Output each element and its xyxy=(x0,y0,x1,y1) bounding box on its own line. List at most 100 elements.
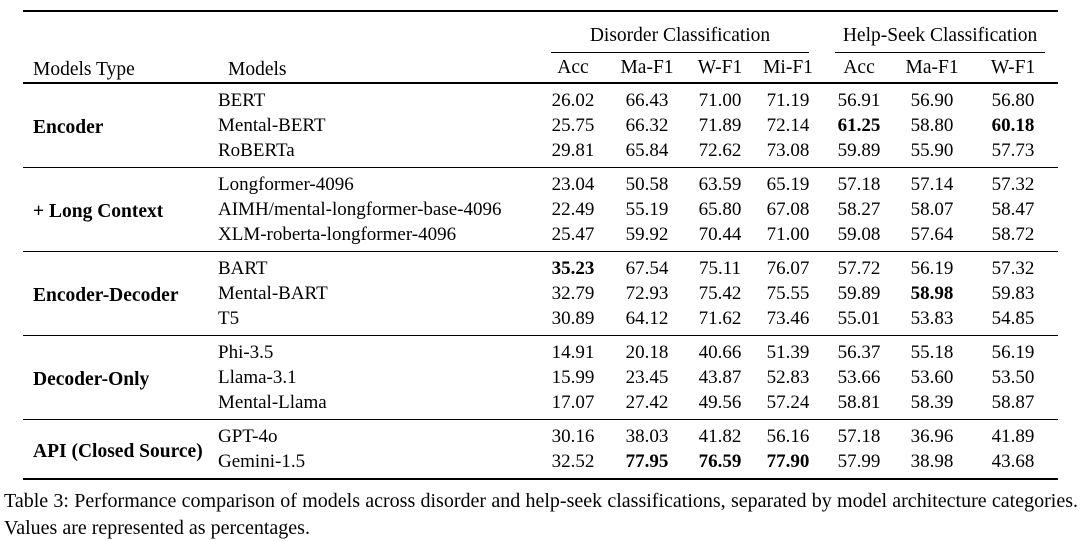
disorder-classification-label: Disorder Classification xyxy=(551,24,810,53)
metric-value: 55.19 xyxy=(625,199,669,220)
table-row: T5 30.89 64.12 71.62 73.46 55.01 53.83 54.85 xyxy=(23,306,1058,336)
model-group: Encoder BERT 26.02 66.43 71.00 71.19 56.91 56.9… xyxy=(23,83,1058,168)
metric-value: 58.39 xyxy=(910,392,954,413)
metric-value: 71.89 xyxy=(698,115,742,136)
metric-value: 29.81 xyxy=(551,140,595,161)
model-group: API (Closed Source) GPT-4o 30.16 38.03 41.82… xyxy=(23,419,1059,480)
model-group: Encoder-Decoder BART 35.23 67.54 75.11 76.07 5… xyxy=(23,251,1059,336)
metric-value: 57.64 xyxy=(910,224,954,245)
metric-value: 71.62 xyxy=(698,308,742,329)
model-name: BERT xyxy=(218,90,266,111)
subheader-helpseek-acc: Acc xyxy=(843,57,875,78)
group-label: + Long Context xyxy=(33,201,164,222)
metric-value: 23.45 xyxy=(625,367,669,388)
metric-value: 53.60 xyxy=(910,367,954,388)
metric-value: 57.72 xyxy=(837,258,881,279)
metric-value: 51.39 xyxy=(766,342,810,363)
header-models-type: Models Type xyxy=(33,59,135,80)
subheader-disorder-w-f1: W-F1 xyxy=(697,57,743,78)
metric-value: 55.90 xyxy=(910,140,954,161)
model-name: Gemini-1.5 xyxy=(218,451,306,472)
metric-value: 58.47 xyxy=(991,199,1035,220)
metric-value: 38.03 xyxy=(625,426,669,447)
metric-value: 57.73 xyxy=(991,140,1035,161)
metric-value: 75.11 xyxy=(698,258,742,279)
metric-value: 70.44 xyxy=(698,224,742,245)
metric-value: 14.91 xyxy=(551,342,595,363)
metric-value: 71.19 xyxy=(766,90,810,111)
metric-value: 56.90 xyxy=(910,90,954,111)
header-disorder-classification: Disorder Classification xyxy=(538,11,822,53)
metric-value: 59.08 xyxy=(837,224,881,245)
metric-value: 61.25 xyxy=(837,115,881,136)
metric-value: 41.89 xyxy=(991,426,1035,447)
metric-value: 64.12 xyxy=(625,308,669,329)
group-label: Encoder-Decoder xyxy=(33,285,179,306)
metric-value: 49.56 xyxy=(698,392,742,413)
metric-value: 67.08 xyxy=(766,199,810,220)
metric-value: 75.55 xyxy=(766,283,810,304)
metric-value: 65.84 xyxy=(625,140,669,161)
metric-value: 57.32 xyxy=(991,174,1035,195)
metric-value: 17.07 xyxy=(551,392,595,413)
metric-value: 54.85 xyxy=(991,308,1035,329)
metric-value: 53.66 xyxy=(837,367,881,388)
metric-value: 73.08 xyxy=(766,140,810,161)
table-row: + Long Context Longformer-4096 23.04 50.58 6… xyxy=(23,168,1058,222)
metric-value: 52.83 xyxy=(766,367,810,388)
metric-value: 59.89 xyxy=(837,283,881,304)
metric-value: 58.80 xyxy=(910,115,954,136)
model-name: BART xyxy=(218,258,268,279)
model-group: + Long Context Longformer-4096 23.04 50.58 6… xyxy=(23,167,1059,252)
subheader-disorder-acc: Acc xyxy=(557,57,589,78)
metric-value: 72.14 xyxy=(766,115,810,136)
model-name: T5 xyxy=(218,308,240,329)
metric-value: 56.37 xyxy=(837,342,881,363)
model-name: Mental-Llama xyxy=(218,392,327,413)
metric-value: 35.23 xyxy=(551,258,595,279)
metric-value: 30.16 xyxy=(551,426,595,447)
metric-value: 20.18 xyxy=(625,342,669,363)
metric-value: 15.99 xyxy=(551,367,595,388)
metric-value: 53.83 xyxy=(910,308,954,329)
metric-value: 77.95 xyxy=(625,451,669,472)
metric-value: 67.54 xyxy=(625,258,669,279)
model-name: GPT-4o xyxy=(218,426,278,447)
table-row: Decoder-Only Phi-3.5 14.91 20.18 40.66 51.39 5… xyxy=(23,336,1058,390)
metric-value: 32.52 xyxy=(551,451,595,472)
table-row: Encoder-Decoder BART 35.23 67.54 75.11 76.07 5… xyxy=(23,252,1058,306)
metric-value: 58.27 xyxy=(837,199,881,220)
metric-value: 59.83 xyxy=(991,283,1035,304)
metric-value: 58.07 xyxy=(910,199,954,220)
table-row: XLM-roberta-longformer-4096 25.47 59.92 70.… xyxy=(23,222,1058,252)
table-row: API (Closed Source) GPT-4o 30.16 38.03 41.82… xyxy=(23,420,1058,462)
metric-value: 73.46 xyxy=(766,308,810,329)
metric-value: 23.04 xyxy=(551,174,595,195)
metric-value: 32.79 xyxy=(551,283,595,304)
metric-value: 43.87 xyxy=(698,367,742,388)
group-label: Encoder xyxy=(33,117,104,138)
table-row: RoBERTa 29.81 65.84 72.62 73.08 59.89 55.90 57.… xyxy=(23,138,1058,168)
model-name: RoBERTa xyxy=(218,140,295,161)
metric-value: 56.19 xyxy=(991,342,1035,363)
model-name: Mental-BERT xyxy=(218,115,326,136)
metric-value: 30.89 xyxy=(551,308,595,329)
metric-value: 58.87 xyxy=(991,392,1035,413)
metric-value: 57.14 xyxy=(910,174,954,195)
header-models: Models xyxy=(228,59,287,80)
metric-value: 25.75 xyxy=(551,115,595,136)
metric-value: 77.90 xyxy=(766,451,810,472)
model-name: XLM-roberta-longformer-4096 xyxy=(218,224,457,245)
model-name: Mental-BART xyxy=(218,283,328,304)
metric-value: 58.81 xyxy=(837,392,881,413)
table-row: AIMH/mental-longformer-base-4096 22.49 55.… xyxy=(23,197,1058,222)
table-row: Mental-BERT 25.75 66.32 71.89 72.14 61.25 58.8… xyxy=(23,113,1058,138)
metric-value: 59.89 xyxy=(837,140,881,161)
metric-value: 65.19 xyxy=(766,174,810,195)
metric-value: 55.01 xyxy=(837,308,881,329)
group-label: Decoder-Only xyxy=(33,369,150,390)
table-row: Encoder BERT 26.02 66.43 71.00 71.19 56.91 56.9… xyxy=(23,83,1058,138)
group-label: API (Closed Source) xyxy=(33,440,203,462)
model-name: Llama-3.1 xyxy=(218,367,297,388)
